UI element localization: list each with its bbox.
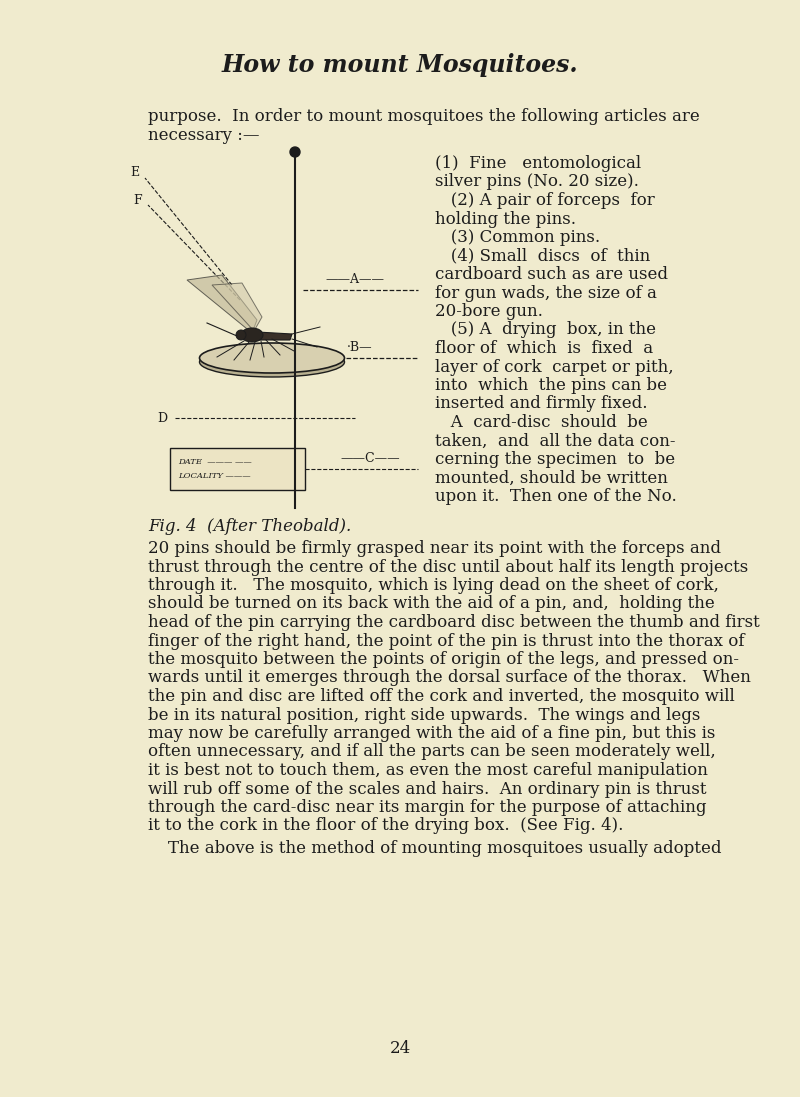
- Text: the pin and disc are lifted off the cork and inverted, the mosquito will: the pin and disc are lifted off the cork…: [148, 688, 734, 705]
- Text: will rub off some of the scales and hairs.  An ordinary pin is thrust: will rub off some of the scales and hair…: [148, 780, 706, 798]
- Text: floor of  which  is  fixed  a: floor of which is fixed a: [435, 340, 653, 357]
- Text: The above is the method of mounting mosquitoes usually adopted: The above is the method of mounting mosq…: [168, 840, 722, 857]
- Text: upon it.  Then one of the No.: upon it. Then one of the No.: [435, 488, 677, 505]
- Text: cardboard such as are used: cardboard such as are used: [435, 265, 668, 283]
- Text: 20-bore gun.: 20-bore gun.: [435, 303, 543, 320]
- Text: (2) A pair of forceps  for: (2) A pair of forceps for: [435, 192, 654, 210]
- Text: (4) Small  discs  of  thin: (4) Small discs of thin: [435, 248, 650, 264]
- Text: E: E: [130, 166, 139, 179]
- Text: layer of cork  carpet or pith,: layer of cork carpet or pith,: [435, 359, 674, 375]
- Text: be in its natural position, right side upwards.  The wings and legs: be in its natural position, right side u…: [148, 706, 700, 724]
- Text: A  card-disc  should  be: A card-disc should be: [435, 414, 648, 431]
- Text: thrust through the centre of the disc until about half its length projects: thrust through the centre of the disc un…: [148, 558, 748, 576]
- Text: LOCALITY ———: LOCALITY ———: [178, 472, 250, 480]
- Circle shape: [236, 330, 246, 340]
- Text: through it.   The mosquito, which is lying dead on the sheet of cork,: through it. The mosquito, which is lying…: [148, 577, 719, 593]
- Polygon shape: [187, 275, 257, 333]
- Text: wards until it emerges through the dorsal surface of the thorax.   When: wards until it emerges through the dorsa…: [148, 669, 751, 687]
- Ellipse shape: [199, 347, 345, 377]
- Text: taken,  and  all the data con-: taken, and all the data con-: [435, 432, 675, 450]
- Text: ·B—: ·B—: [347, 341, 373, 354]
- Text: finger of the right hand, the point of the pin is thrust into the thorax of: finger of the right hand, the point of t…: [148, 633, 745, 649]
- Text: may now be carefully arranged with the aid of a fine pin, but this is: may now be carefully arranged with the a…: [148, 725, 715, 742]
- Text: head of the pin carrying the cardboard disc between the thumb and first: head of the pin carrying the cardboard d…: [148, 614, 760, 631]
- Circle shape: [290, 147, 300, 157]
- Text: for gun wads, the size of a: for gun wads, the size of a: [435, 284, 657, 302]
- Text: through the card-disc near its margin for the purpose of attaching: through the card-disc near its margin fo…: [148, 799, 706, 816]
- Polygon shape: [212, 283, 262, 331]
- Text: (3) Common pins.: (3) Common pins.: [435, 229, 600, 246]
- Text: holding the pins.: holding the pins.: [435, 211, 576, 227]
- Text: often unnecessary, and if all the parts can be seen moderately well,: often unnecessary, and if all the parts …: [148, 744, 716, 760]
- Text: inserted and firmly fixed.: inserted and firmly fixed.: [435, 396, 647, 412]
- Text: mounted, should be written: mounted, should be written: [435, 470, 668, 486]
- Text: the mosquito between the points of origin of the legs, and pressed on-: the mosquito between the points of origi…: [148, 651, 739, 668]
- Text: D: D: [157, 411, 167, 425]
- Bar: [170, 448, 305, 490]
- Text: (1)  Fine   entomological: (1) Fine entomological: [435, 155, 641, 172]
- Text: silver pins (No. 20 size).: silver pins (No. 20 size).: [435, 173, 639, 191]
- Text: purpose.  In order to mount mosquitoes the following articles are: purpose. In order to mount mosquitoes th…: [148, 108, 700, 125]
- Text: F: F: [134, 193, 142, 206]
- Text: cerning the specimen  to  be: cerning the specimen to be: [435, 451, 675, 468]
- Text: 20 pins should be firmly grasped near its point with the forceps and: 20 pins should be firmly grasped near it…: [148, 540, 721, 557]
- Text: (5) A  drying  box, in the: (5) A drying box, in the: [435, 321, 656, 339]
- Text: necessary :—: necessary :—: [148, 126, 259, 144]
- Ellipse shape: [241, 328, 263, 342]
- Text: into  which  the pins can be: into which the pins can be: [435, 377, 667, 394]
- Text: ——A——: ——A——: [326, 273, 385, 286]
- Text: Fig. 4  (After Theobald).: Fig. 4 (After Theobald).: [148, 518, 351, 535]
- Text: it to the cork in the floor of the drying box.  (See Fig. 4).: it to the cork in the floor of the dryin…: [148, 817, 623, 835]
- Text: should be turned on its back with the aid of a pin, and,  holding the: should be turned on its back with the ai…: [148, 596, 714, 612]
- Text: it is best not to touch them, as even the most careful manipulation: it is best not to touch them, as even th…: [148, 762, 708, 779]
- Text: ——C——: ——C——: [340, 452, 400, 465]
- Text: 24: 24: [390, 1040, 410, 1058]
- Text: DATE  ——— ——: DATE ——— ——: [178, 459, 252, 466]
- Polygon shape: [257, 332, 292, 340]
- Ellipse shape: [199, 343, 345, 373]
- Text: How to mount Mosquitoes.: How to mount Mosquitoes.: [222, 53, 578, 77]
